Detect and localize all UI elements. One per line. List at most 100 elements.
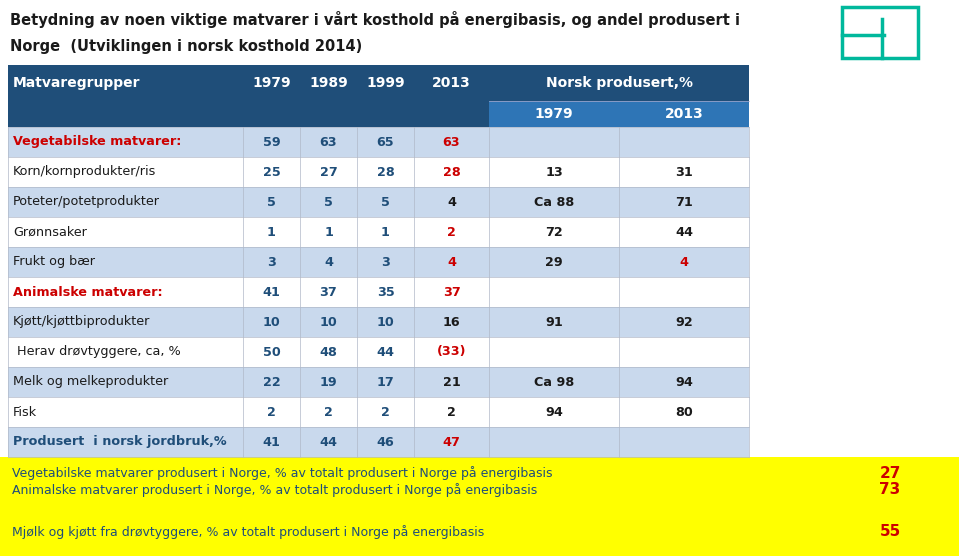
Bar (489, 101, 749, 127)
Bar (0, 457, 959, 556)
Text: 5: 5 (324, 196, 333, 208)
Text: 27: 27 (319, 166, 338, 178)
Text: Kjøtt/kjøttbiprodukter: Kjøtt/kjøttbiprodukter (13, 315, 151, 329)
Text: 2: 2 (447, 405, 456, 419)
Text: Vegetabilske matvarer produsert i Norge, % av totalt produsert i Norge på energi: Vegetabilske matvarer produsert i Norge,… (12, 466, 552, 480)
Text: 63: 63 (319, 136, 338, 148)
Bar (8, 277, 749, 307)
Text: 1979: 1979 (252, 76, 291, 90)
Text: 94: 94 (545, 405, 563, 419)
Text: 1989: 1989 (309, 76, 348, 90)
Text: 25: 25 (263, 166, 280, 178)
Text: 41: 41 (263, 285, 280, 299)
Text: Ca 88: Ca 88 (534, 196, 574, 208)
Text: 10: 10 (263, 315, 280, 329)
Text: 27: 27 (879, 465, 901, 480)
Text: 44: 44 (377, 345, 394, 359)
Bar (8, 307, 749, 337)
Text: 1999: 1999 (366, 76, 405, 90)
Text: (33): (33) (436, 345, 466, 359)
Text: 1979: 1979 (535, 107, 573, 121)
Text: 22: 22 (263, 375, 280, 389)
Text: 48: 48 (319, 345, 338, 359)
Text: 2: 2 (447, 226, 456, 239)
Text: Grønnsaker: Grønnsaker (13, 226, 87, 239)
Text: 41: 41 (263, 435, 280, 449)
Text: 31: 31 (675, 166, 692, 178)
Bar (0, 0, 959, 65)
Text: 5: 5 (267, 196, 276, 208)
Text: 55: 55 (879, 524, 901, 539)
Text: N: N (846, 46, 857, 61)
Text: 10: 10 (377, 315, 394, 329)
Text: 71: 71 (675, 196, 692, 208)
Text: 21: 21 (443, 375, 460, 389)
Bar (842, 7, 918, 58)
Text: 4: 4 (680, 256, 689, 269)
Text: 28: 28 (443, 166, 460, 178)
Text: 2013: 2013 (665, 107, 703, 121)
Text: 2: 2 (324, 405, 333, 419)
Text: 59: 59 (263, 136, 280, 148)
Bar (840, 5, 920, 60)
Text: 37: 37 (319, 285, 338, 299)
Text: Animalske matvarer produsert i Norge, % av totalt produsert i Norge på energibas: Animalske matvarer produsert i Norge, % … (12, 483, 537, 497)
Text: 35: 35 (377, 285, 394, 299)
Text: 44: 44 (675, 226, 693, 239)
Text: 50: 50 (263, 345, 280, 359)
Text: 3: 3 (267, 256, 276, 269)
Bar (8, 337, 749, 367)
Text: Matvaregrupper: Matvaregrupper (13, 76, 141, 90)
Text: 37: 37 (443, 285, 460, 299)
Text: 3: 3 (381, 256, 390, 269)
Text: Frukt og bær: Frukt og bær (13, 256, 95, 269)
Text: 29: 29 (545, 256, 563, 269)
Text: 4: 4 (447, 196, 456, 208)
Bar (8, 157, 749, 187)
Bar (8, 247, 749, 277)
Text: M: M (857, 37, 871, 51)
Text: 19: 19 (319, 375, 338, 389)
Text: 63: 63 (443, 136, 460, 148)
Text: 4: 4 (324, 256, 333, 269)
Text: Poteter/potetprodukter: Poteter/potetprodukter (13, 196, 160, 208)
Text: Korn/kornprodukter/ris: Korn/kornprodukter/ris (13, 166, 156, 178)
Text: 5: 5 (381, 196, 390, 208)
Bar (8, 65, 749, 101)
Text: 2013: 2013 (433, 76, 471, 90)
Text: 1: 1 (381, 226, 390, 239)
Text: Mjølk og kjøtt fra drøvtyggere, % av totalt produsert i Norge på energibasis: Mjølk og kjøtt fra drøvtyggere, % av tot… (12, 525, 484, 539)
Text: 4: 4 (447, 256, 456, 269)
Text: 65: 65 (377, 136, 394, 148)
Text: 28: 28 (377, 166, 394, 178)
Text: 94: 94 (675, 375, 693, 389)
Text: Norsk produsert,%: Norsk produsert,% (546, 76, 692, 90)
Bar (8, 127, 749, 157)
Text: 46: 46 (377, 435, 394, 449)
Text: 13: 13 (545, 166, 563, 178)
Text: 17: 17 (377, 375, 394, 389)
Text: 73: 73 (879, 483, 901, 498)
Bar (8, 101, 489, 127)
Text: Ca 98: Ca 98 (534, 375, 574, 389)
Text: 2: 2 (381, 405, 390, 419)
Text: Norge  (Utviklingen i norsk kosthold 2014): Norge (Utviklingen i norsk kosthold 2014… (10, 39, 363, 54)
Text: Herav drøvtyggere, ca, %: Herav drøvtyggere, ca, % (13, 345, 180, 359)
Bar (8, 397, 749, 427)
Bar (8, 367, 749, 397)
Text: 10: 10 (319, 315, 338, 329)
Text: 2: 2 (267, 405, 276, 419)
Text: 1: 1 (324, 226, 333, 239)
Text: Fisk: Fisk (13, 405, 37, 419)
Text: 44: 44 (319, 435, 338, 449)
Text: Animalske matvarer:: Animalske matvarer: (13, 285, 163, 299)
Text: 1: 1 (267, 226, 276, 239)
Text: 72: 72 (545, 226, 563, 239)
Text: 80: 80 (675, 405, 692, 419)
Bar (8, 187, 749, 217)
Text: Melk og melkeprodukter: Melk og melkeprodukter (13, 375, 168, 389)
Text: 47: 47 (442, 435, 460, 449)
Bar (8, 427, 749, 457)
Bar (8, 217, 749, 247)
Text: 16: 16 (443, 315, 460, 329)
